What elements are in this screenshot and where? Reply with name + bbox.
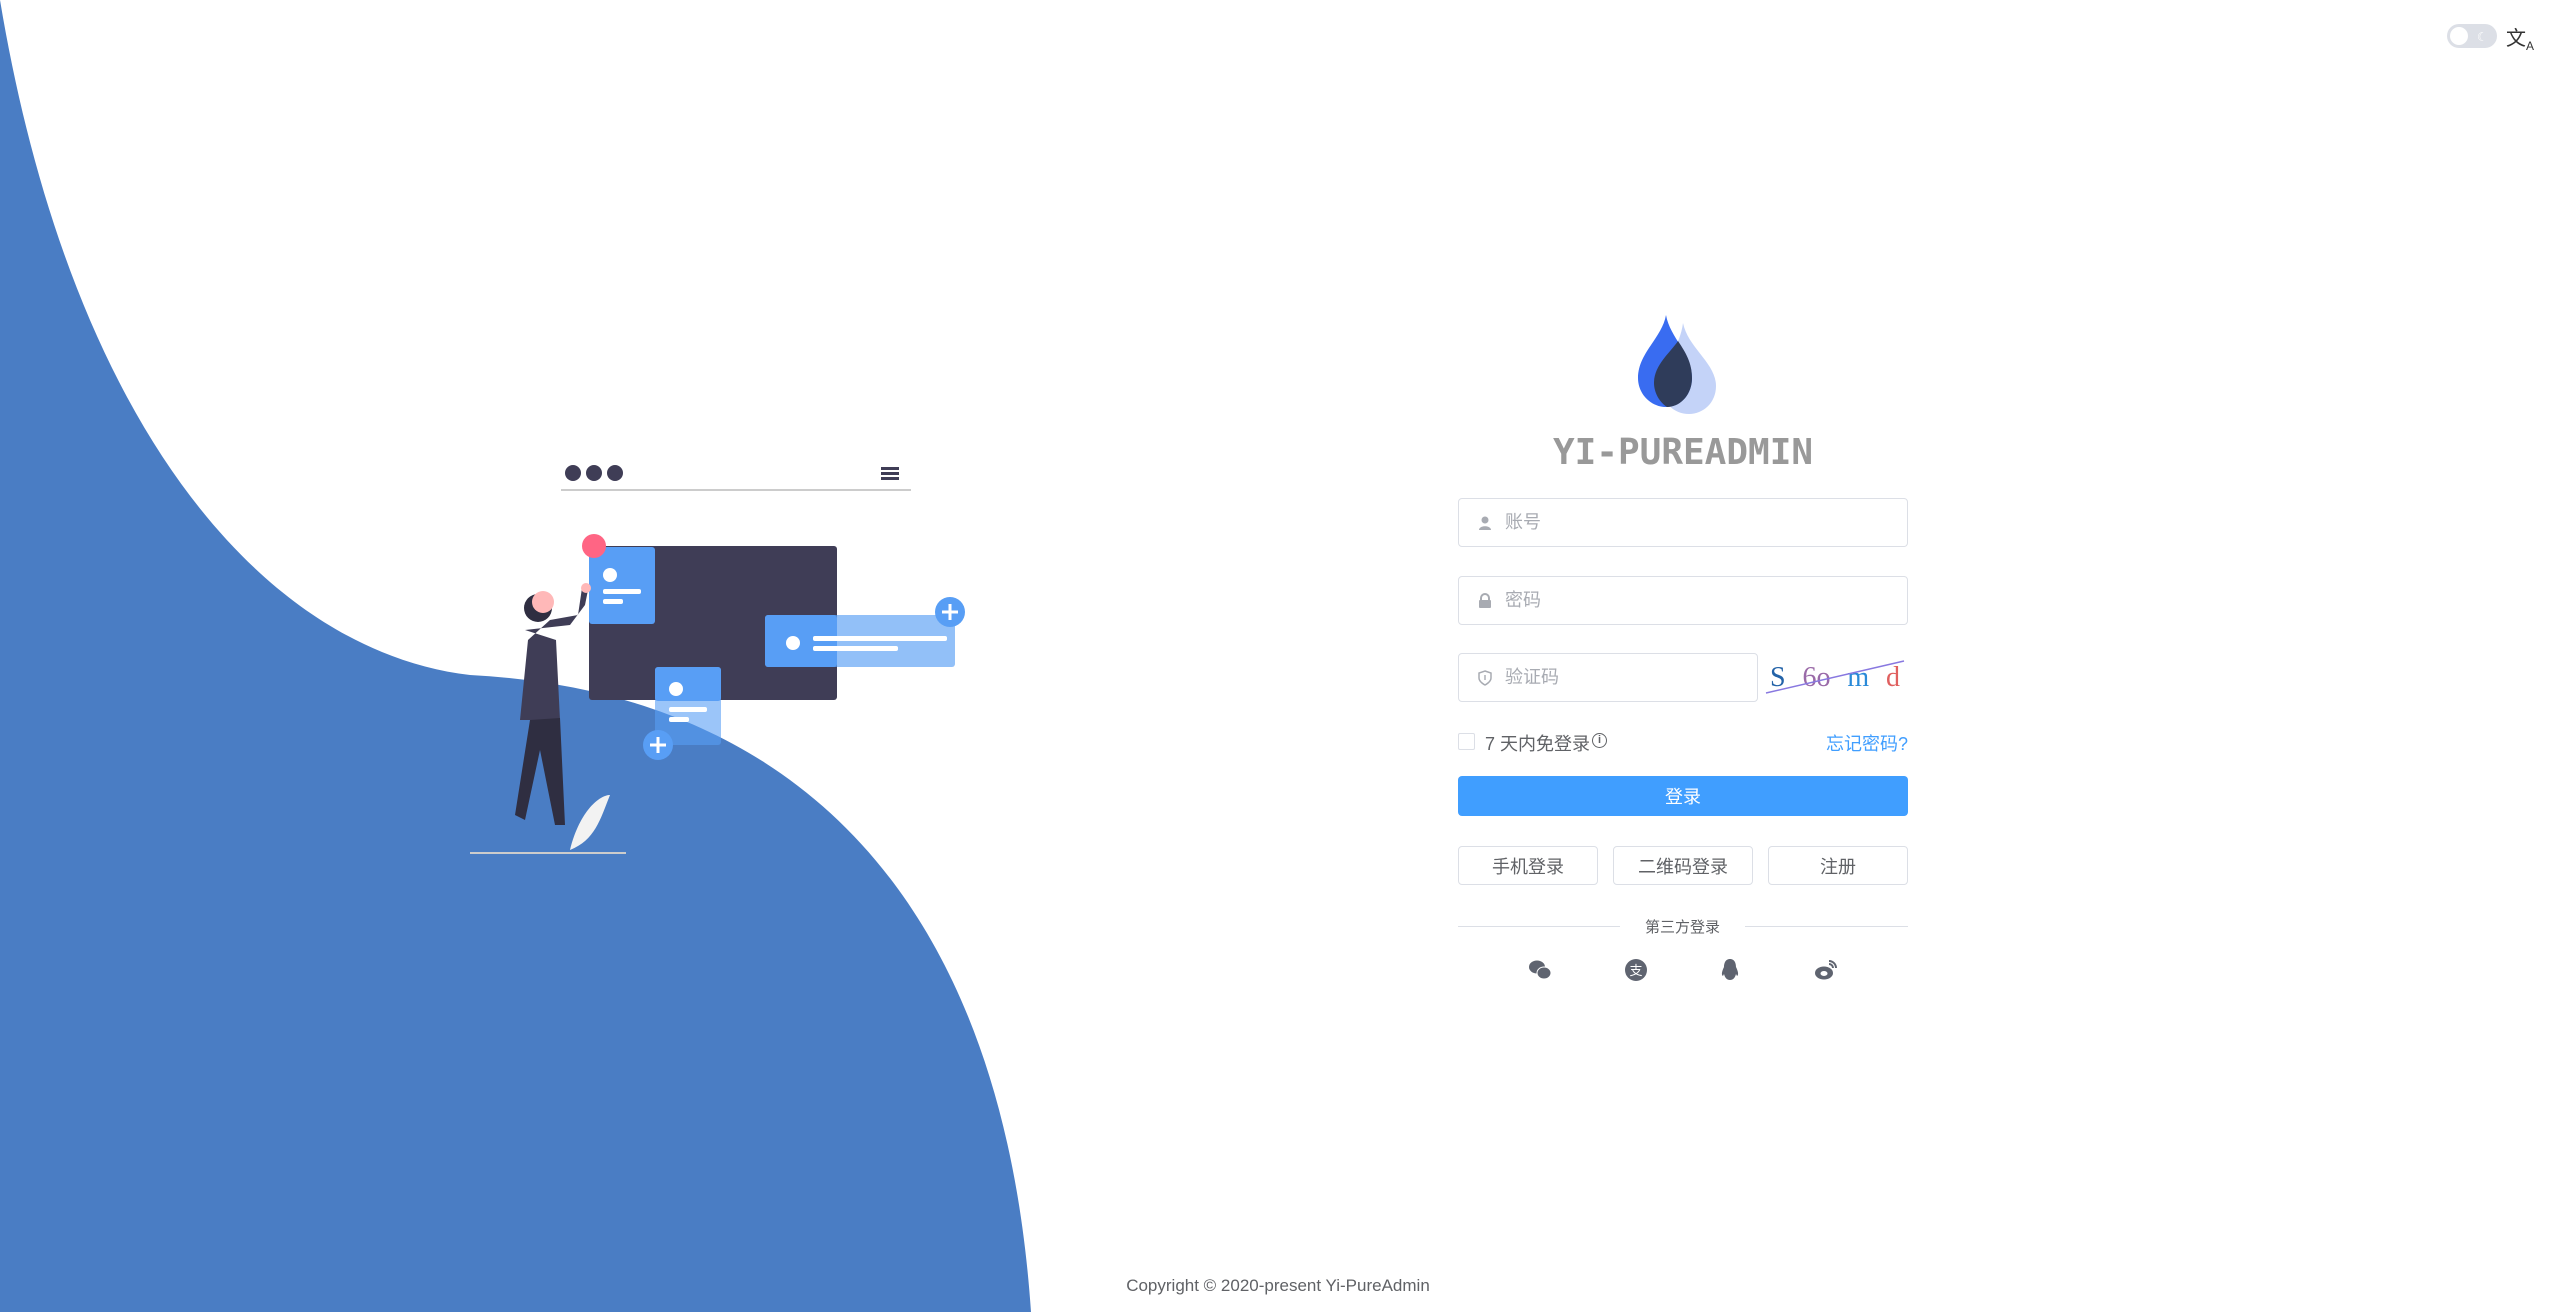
weibo-icon[interactable] — [1814, 958, 1838, 982]
shield-icon — [1478, 669, 1492, 686]
svg-text:支: 支 — [1629, 963, 1642, 978]
divider-left — [1458, 926, 1620, 927]
login-button[interactable]: 登录 — [1458, 776, 1908, 816]
qq-icon[interactable] — [1718, 958, 1742, 982]
wechat-icon[interactable] — [1528, 958, 1552, 982]
remember-checkbox[interactable] — [1458, 733, 1475, 750]
lock-icon — [1479, 592, 1491, 608]
captcha-char: S — [1770, 661, 1786, 693]
password-field[interactable] — [1458, 576, 1908, 625]
qrcode-login-button[interactable]: 二维码登录 — [1613, 846, 1753, 885]
captcha-char: m — [1847, 661, 1870, 693]
toggle-knob — [2450, 27, 2468, 45]
user-icon — [1479, 516, 1491, 530]
translate-icon[interactable]: 文A — [2506, 28, 2535, 53]
login-illustration — [470, 465, 965, 854]
app-title: YI-PUREADMIN — [1552, 432, 1814, 473]
captcha-input[interactable] — [1505, 667, 1757, 688]
captcha-image[interactable]: S 6o m d — [1764, 653, 1906, 702]
captcha-field[interactable] — [1458, 653, 1758, 702]
info-icon[interactable]: i — [1592, 733, 1607, 748]
captcha-char: 6o — [1802, 661, 1831, 693]
password-input[interactable] — [1505, 590, 1907, 611]
moon-icon: ☾ — [2477, 30, 2488, 44]
water-drop-logo — [1638, 315, 1716, 414]
username-input[interactable] — [1505, 512, 1907, 533]
third-party-label: 第三方登录 — [1644, 919, 1720, 936]
captcha-char: d — [1885, 661, 1900, 693]
username-field[interactable] — [1458, 498, 1908, 547]
divider-right — [1745, 926, 1908, 927]
dark-mode-toggle[interactable]: ☾ — [2447, 24, 2497, 48]
remember-label[interactable]: 7 天内免登录 — [1485, 734, 1591, 754]
copyright-text: Copyright © 2020-present Yi-PureAdmin — [1126, 1276, 1430, 1295]
register-button[interactable]: 注册 — [1768, 846, 1908, 885]
forgot-password-link[interactable]: 忘记密码? — [1825, 734, 1908, 754]
captcha-noise-line — [1765, 660, 1905, 694]
alipay-icon[interactable]: 支 — [1624, 958, 1648, 982]
phone-login-button[interactable]: 手机登录 — [1458, 846, 1598, 885]
